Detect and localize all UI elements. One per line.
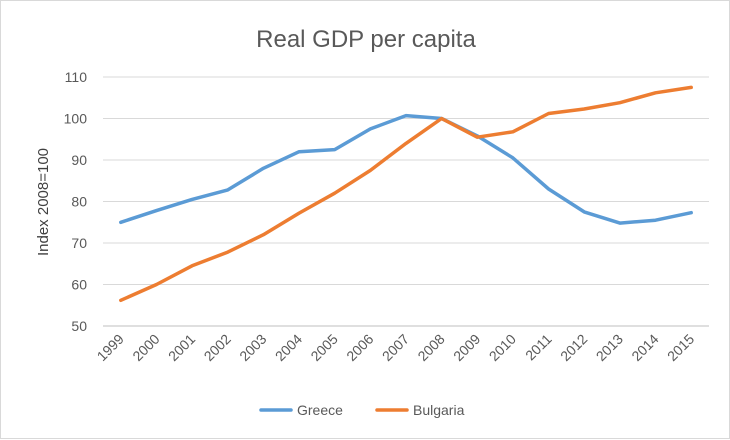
x-tick-label: 2000 bbox=[129, 331, 162, 364]
x-tick-label: 2010 bbox=[486, 331, 519, 364]
y-tick-label: 110 bbox=[65, 69, 88, 85]
y-tick-label: 70 bbox=[71, 235, 87, 251]
x-tick-label: 2006 bbox=[343, 331, 376, 364]
legend: Greece Bulgaria bbox=[261, 402, 465, 418]
x-tick-label: 2011 bbox=[522, 331, 555, 364]
x-tick-label: 2002 bbox=[201, 331, 234, 364]
x-tick-label: 2014 bbox=[628, 331, 661, 364]
y-tick-label: 90 bbox=[71, 152, 87, 168]
x-tick-label: 2012 bbox=[557, 331, 590, 364]
y-tick-label: 100 bbox=[64, 111, 88, 127]
series-lines bbox=[121, 87, 692, 300]
y-tick-label: 80 bbox=[71, 194, 87, 210]
legend-label-greece: Greece bbox=[297, 402, 343, 418]
y-tick-label: 60 bbox=[71, 277, 87, 293]
x-tick-label: 2009 bbox=[450, 331, 483, 364]
x-tick-label: 2008 bbox=[414, 331, 447, 364]
y-tick-label: 50 bbox=[71, 318, 87, 334]
y-tick-labels: 50 60 70 80 90 100 110 bbox=[64, 69, 88, 334]
chart-title: Real GDP per capita bbox=[256, 26, 476, 53]
x-tick-label: 2004 bbox=[272, 331, 305, 364]
x-tick-label: 2015 bbox=[664, 331, 697, 364]
legend-label-bulgaria: Bulgaria bbox=[413, 402, 465, 418]
y-axis-label: Index 2008=100 bbox=[35, 148, 52, 256]
x-tick-label: 2005 bbox=[307, 331, 340, 364]
x-tick-label: 2003 bbox=[236, 331, 269, 364]
x-tick-label: 1999 bbox=[94, 331, 127, 364]
x-tick-label: 2007 bbox=[379, 331, 412, 364]
x-tick-label: 2013 bbox=[593, 331, 626, 364]
series-line-greece bbox=[121, 116, 691, 224]
x-tick-label: 2001 bbox=[165, 331, 198, 364]
